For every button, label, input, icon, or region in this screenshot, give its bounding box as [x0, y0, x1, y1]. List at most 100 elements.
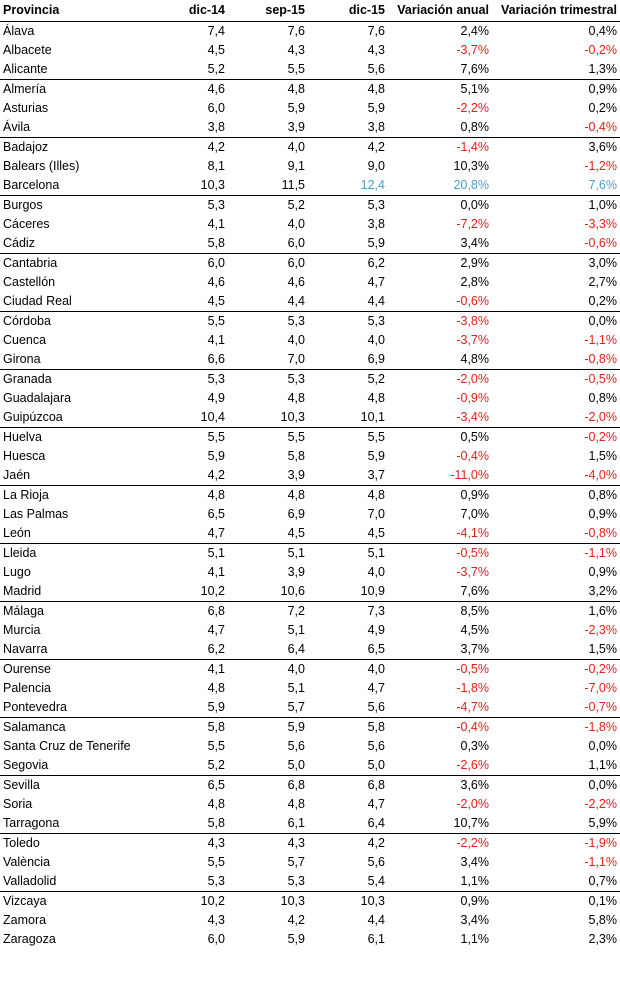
quarterly-variation: -2,2%	[584, 797, 617, 811]
province-name: Granada	[0, 369, 143, 389]
annual-variation: 4,8%	[460, 352, 490, 366]
province-name: Córdoba	[0, 311, 143, 331]
table-row: Vizcaya 10,2 10,3 10,3 0,9% 0,1%	[0, 891, 620, 911]
province-name: León	[3, 526, 31, 540]
quarterly-variation: 0,9%	[588, 507, 618, 521]
annual-variation: -11,0%	[450, 468, 489, 482]
quarterly-variation: -3,3%	[584, 217, 617, 231]
quarterly-variation: -0,5%	[492, 369, 620, 389]
quarterly-variation: -0,2%	[492, 659, 620, 679]
annual-variation: -3,7%	[456, 43, 489, 57]
annual-variation: 2,4%	[388, 21, 492, 41]
province-name: Ourense	[0, 659, 143, 679]
dic-14-value: 6,0	[207, 932, 225, 946]
dic-14-value: 5,3	[207, 874, 225, 888]
table-row: Girona 6,6 7,0 6,9 4,8% -0,8%	[0, 350, 620, 370]
annual-variation: -2,0%	[388, 369, 492, 389]
sep-15-value: 4,6	[287, 275, 305, 289]
dic-15-value: 5,5	[308, 427, 388, 447]
annual-variation: 10,7%	[453, 816, 489, 830]
sep-15-value: 11,5	[281, 178, 305, 192]
dic-15-value: 5,6	[367, 855, 385, 869]
dic-15-value: 5,0	[367, 758, 385, 772]
sep-15-value: 6,1	[287, 816, 305, 830]
quarterly-variation: 5,9%	[588, 816, 618, 830]
quarterly-variation: -1,9%	[492, 833, 620, 853]
dic-15-value: 5,3	[308, 195, 388, 215]
province-name: Guadalajara	[3, 391, 72, 405]
dic-15-value: 4,7	[367, 681, 385, 695]
dic-15-value: 4,4	[367, 294, 385, 308]
sep-15-value: 9,1	[287, 159, 305, 173]
dic-15-value: 4,0	[308, 659, 388, 679]
annual-variation: 0,3%	[460, 739, 490, 753]
annual-variation: -4,7%	[456, 700, 489, 714]
quarterly-variation: -0,8%	[584, 526, 617, 540]
quarterly-variation: 0,2%	[588, 294, 618, 308]
province-name: Alicante	[3, 62, 48, 76]
sep-15-value: 10,3	[280, 410, 305, 424]
province-name: Palencia	[3, 681, 51, 695]
sep-15-value: 5,6	[287, 739, 305, 753]
dic-15-value: 5,9	[367, 236, 385, 250]
quarterly-variation: 7,6%	[588, 178, 618, 192]
header-sep-15: sep-15	[228, 0, 308, 22]
dic-15-value: 5,6	[367, 62, 385, 76]
quarterly-variation: 3,2%	[588, 584, 618, 598]
annual-variation: -2,2%	[388, 833, 492, 853]
province-name: Jaén	[3, 468, 31, 482]
dic-15-value: 5,1	[308, 543, 388, 563]
annual-variation: -0,5%	[388, 543, 492, 563]
province-name: Zaragoza	[3, 932, 56, 946]
dic-15-value: 3,8	[367, 217, 385, 231]
province-name: Madrid	[3, 584, 42, 598]
table-row: Asturias 6,0 5,9 5,9 -2,2% 0,2%	[0, 99, 620, 118]
quarterly-variation: 0,0%	[492, 775, 620, 795]
dic-14-value: 5,5	[207, 855, 225, 869]
table-row: Lleida 5,1 5,1 5,1 -0,5% -1,1%	[0, 543, 620, 563]
quarterly-variation: -2,3%	[584, 623, 617, 637]
province-name: Girona	[3, 352, 41, 366]
quarterly-variation: 0,1%	[492, 891, 620, 911]
sep-15-value: 6,4	[287, 642, 305, 656]
quarterly-variation: 3,0%	[492, 253, 620, 273]
annual-variation: 1,1%	[460, 874, 490, 888]
table-row: Granada 5,3 5,3 5,2 -2,0% -0,5%	[0, 369, 620, 389]
dic-15-value: 5,8	[308, 717, 388, 737]
annual-variation: -2,0%	[456, 797, 489, 811]
quarterly-variation: -0,2%	[584, 43, 617, 57]
dic-14-value: 5,3	[143, 369, 228, 389]
sep-15-value: 5,0	[287, 758, 305, 772]
dic-15-value: 4,3	[367, 43, 385, 57]
sep-15-value: 5,3	[287, 874, 305, 888]
province-name: La Rioja	[0, 485, 143, 505]
sep-15-value: 6,8	[228, 775, 308, 795]
table-row: Las Palmas 6,5 6,9 7,0 7,0% 0,9%	[0, 505, 620, 524]
annual-variation: 2,8%	[460, 275, 490, 289]
dic-15-value: 7,3	[308, 601, 388, 621]
province-name: Vizcaya	[0, 891, 143, 911]
dic-14-value: 5,9	[207, 449, 225, 463]
annual-variation: -0,4%	[456, 449, 489, 463]
sep-15-value: 4,4	[287, 294, 305, 308]
table-row: Cantabria 6,0 6,0 6,2 2,9% 3,0%	[0, 253, 620, 273]
table-body: Álava 7,4 7,6 7,6 2,4% 0,4% Albacete 4,5 4,3 4,3-…	[0, 21, 620, 950]
dic-14-value: 4,3	[207, 913, 225, 927]
sep-15-value: 4,8	[228, 79, 308, 99]
sep-15-value: 3,9	[287, 565, 305, 579]
dic-15-value: 10,3	[308, 891, 388, 911]
sep-15-value: 3,9	[287, 120, 305, 134]
dic-15-value: 5,9	[367, 101, 385, 115]
dic-14-value: 6,8	[143, 601, 228, 621]
dic-15-value: 6,8	[308, 775, 388, 795]
dic-15-value: 12,4	[360, 178, 385, 192]
table-row: Alicante 5,2 5,5 5,6 7,6% 1,3%	[0, 60, 620, 80]
dic-14-value: 6,0	[143, 253, 228, 273]
table-row: Palencia 4,8 5,1 4,7 -1,8% -7,0%	[0, 679, 620, 698]
annual-variation: 4,5%	[460, 623, 490, 637]
quarterly-variation: -1,1%	[584, 333, 617, 347]
province-name: Burgos	[0, 195, 143, 215]
sep-15-value: 4,3	[287, 43, 305, 57]
annual-variation: 0,0%	[388, 195, 492, 215]
quarterly-variation: 5,8%	[588, 913, 618, 927]
